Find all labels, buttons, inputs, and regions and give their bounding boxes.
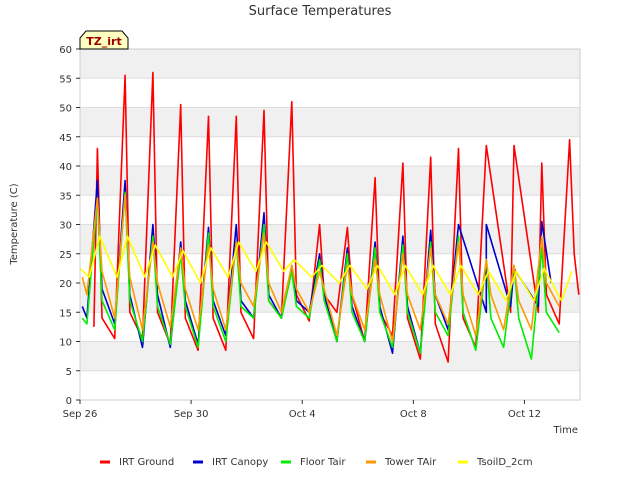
background-band <box>80 166 580 196</box>
y-tick-label: 10 <box>59 338 72 349</box>
legend: IRT Ground IRT Canopy Floor Tair Tower TAir… <box>100 457 533 468</box>
y-tick-label: 35 <box>59 191 72 202</box>
chart-title: Surface Temperatures <box>249 4 392 19</box>
y-tick-label: 25 <box>59 250 72 261</box>
y-axis-label: Temperature (C) <box>9 183 20 265</box>
x-axis-ticks: Sep 26 Sep 30 Oct 4 Oct 8 Oct 12 <box>63 400 541 420</box>
y-tick-label: 45 <box>59 133 72 144</box>
y-tick-label: 60 <box>59 45 72 56</box>
x-tick-label: Sep 30 <box>174 409 209 420</box>
legend-label: Tower TAir <box>384 457 437 468</box>
legend-item: IRT Canopy <box>193 457 268 468</box>
x-tick-label: Oct 4 <box>289 409 316 420</box>
y-tick-label: 5 <box>66 367 72 378</box>
plot-background-bands <box>80 49 580 371</box>
x-axis-label: Time <box>553 425 578 436</box>
y-tick-label: 40 <box>59 162 72 173</box>
x-tick-label: Oct 8 <box>400 409 427 420</box>
series-line-tsoild-2cm <box>79 235 573 302</box>
y-tick-label: 0 <box>66 396 72 407</box>
y-tick-label: 55 <box>59 74 72 85</box>
station-badge-box <box>79 30 129 50</box>
legend-label: Floor Tair <box>300 457 346 468</box>
background-band <box>80 341 580 371</box>
x-tick-label: Oct 12 <box>508 409 541 420</box>
series-line-tower-tair <box>81 194 560 343</box>
station-badge: TZ_irt <box>79 30 129 50</box>
legend-item: TsoilD_2cm <box>458 457 533 468</box>
legend-item: Tower TAir <box>366 457 437 468</box>
series-line-floor-tair <box>81 191 560 360</box>
station-badge-label: TZ_irt <box>86 35 121 48</box>
legend-item: IRT Ground <box>100 457 174 468</box>
legend-label: IRT Ground <box>119 457 174 468</box>
background-band <box>80 107 580 137</box>
legend-label: IRT Canopy <box>212 457 268 468</box>
y-tick-label: 20 <box>59 279 72 290</box>
background-band <box>80 49 580 79</box>
x-tick-label: Sep 26 <box>63 409 98 420</box>
legend-label: TsoilD_2cm <box>476 457 533 468</box>
legend-item: Floor Tair <box>281 457 346 468</box>
series-layer <box>79 71 580 363</box>
y-axis-ticks: 0 5 10 15 20 25 30 35 40 45 50 55 60 <box>59 45 80 407</box>
y-tick-label: 50 <box>59 104 72 115</box>
y-tick-label: 15 <box>59 308 72 319</box>
y-tick-label: 30 <box>59 221 72 232</box>
background-band <box>80 224 580 254</box>
